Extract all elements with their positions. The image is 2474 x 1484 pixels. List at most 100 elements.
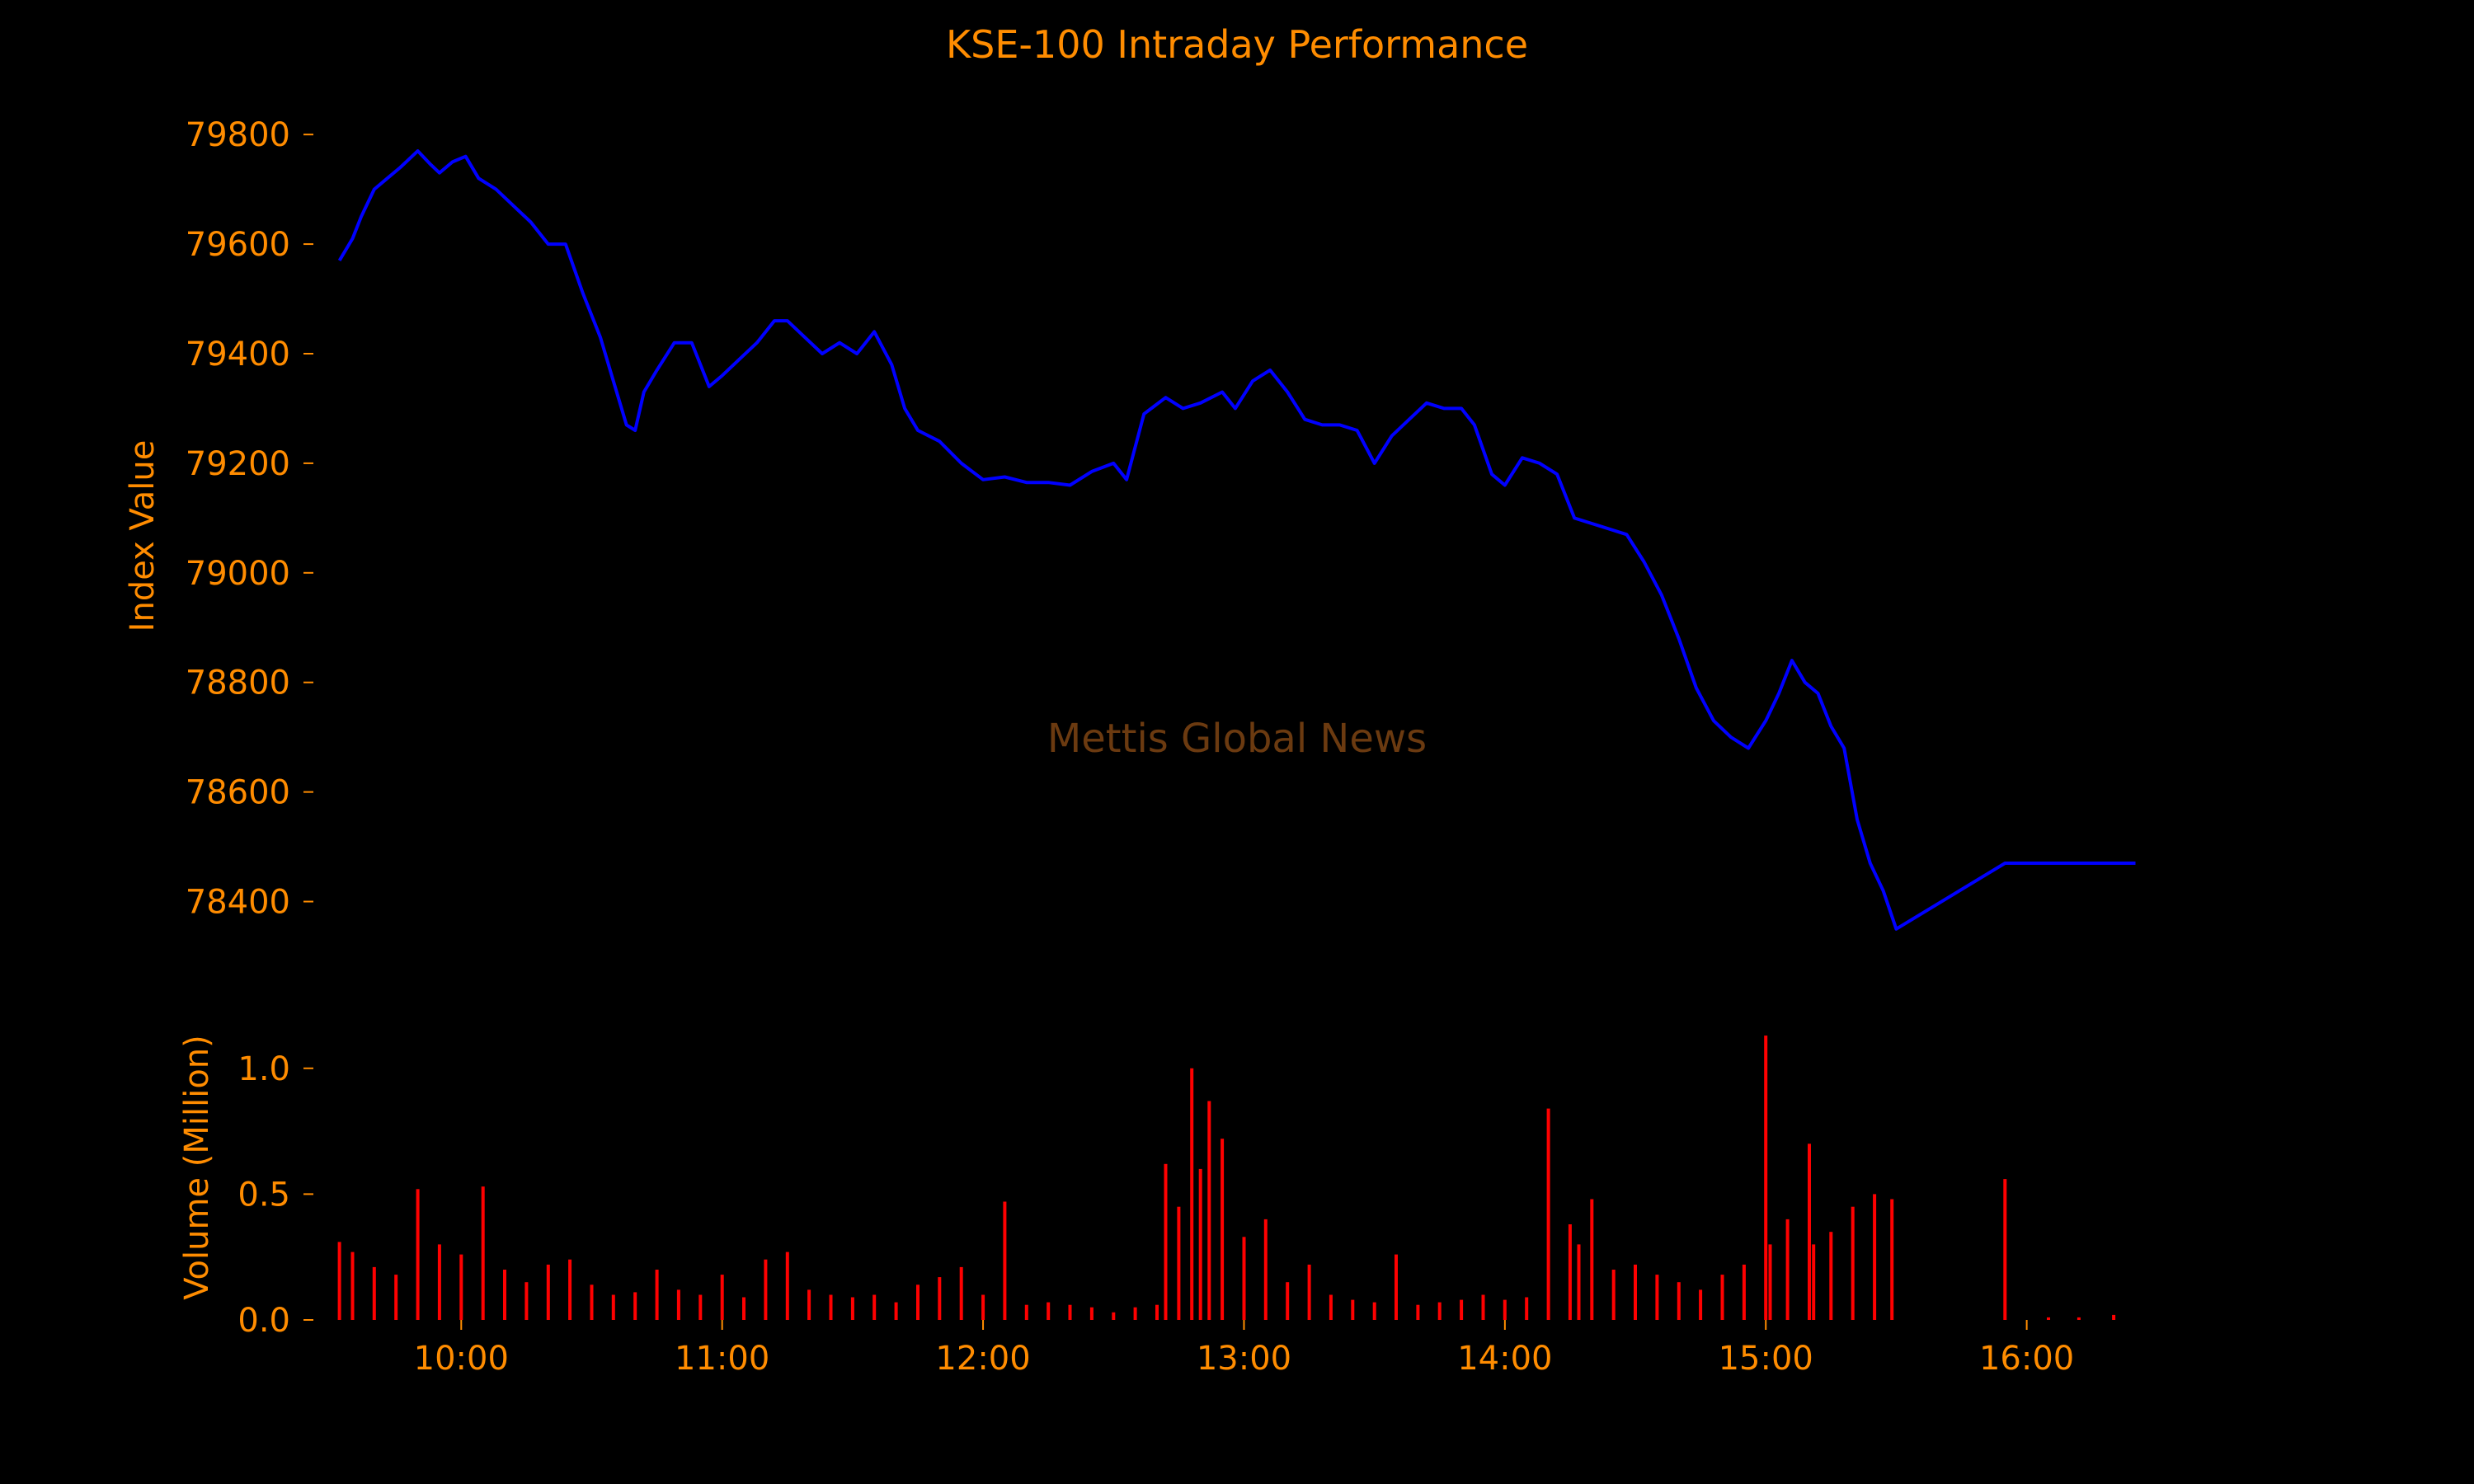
time-tick-label: 11:00	[675, 1340, 769, 1378]
volume-bar	[1742, 1264, 1746, 1320]
volume-bar	[1112, 1312, 1116, 1320]
volume-bar	[1546, 1108, 1550, 1320]
volume-bar	[1068, 1304, 1072, 1320]
time-tick-label: 15:00	[1719, 1340, 1813, 1378]
volume-bar	[2047, 1317, 2050, 1320]
volume-bar	[481, 1186, 485, 1320]
time-tick-label: 10:00	[414, 1340, 509, 1378]
volume-bar	[1873, 1194, 1877, 1320]
volume-bar	[1416, 1304, 1420, 1320]
volume-bar	[1047, 1302, 1051, 1320]
volume-bar	[1089, 1307, 1094, 1320]
volume-bar	[611, 1294, 615, 1320]
volume-bar	[785, 1252, 789, 1320]
index-line	[337, 149, 2136, 931]
price-tick-label: 78800	[186, 665, 290, 702]
volume-bar	[1785, 1219, 1790, 1320]
volume-bar	[829, 1294, 833, 1320]
volume-bar	[764, 1259, 768, 1320]
price-tick-label: 79400	[186, 336, 290, 373]
chart-title: KSE-100 Intraday Performance	[946, 22, 1528, 67]
volume-bar	[1577, 1244, 1581, 1320]
price-tick-label: 79600	[186, 226, 290, 264]
volume-bar	[1372, 1302, 1376, 1320]
price-tick-label: 78600	[186, 774, 290, 812]
volume-bar	[1812, 1244, 1816, 1320]
volume-bar	[1437, 1302, 1442, 1320]
volume-bar	[1634, 1264, 1637, 1320]
volume-bar	[1207, 1101, 1211, 1320]
time-tick-label: 14:00	[1457, 1340, 1552, 1378]
volume-bar	[1829, 1232, 1833, 1320]
time-tick-label: 13:00	[1197, 1340, 1291, 1378]
volume-bar	[1395, 1254, 1398, 1320]
volume-bar	[1851, 1206, 1855, 1320]
volume-bar	[850, 1297, 854, 1320]
volume-panel: 0.0 0.5 1.0	[238, 1036, 2116, 1340]
volume-bar	[1503, 1299, 1507, 1320]
volume-bar	[1699, 1289, 1703, 1320]
volume-bar	[872, 1294, 877, 1320]
volume-bar	[1808, 1144, 1811, 1320]
volume-bar	[1720, 1275, 1724, 1320]
volume-bar	[2112, 1314, 2116, 1320]
volume-tick-label: 0.0	[238, 1302, 290, 1340]
price-panel: 78400 78600 78800 79000 79200 79400 79600 79800	[186, 116, 2136, 931]
volume-axis-title: Volume (Million)	[178, 1035, 216, 1299]
volume-bar	[981, 1294, 985, 1320]
volume-bar	[1764, 1036, 1768, 1320]
volume-bar	[894, 1302, 898, 1320]
volume-bar	[372, 1266, 376, 1320]
volume-bar	[1307, 1264, 1311, 1320]
volume-bar	[350, 1252, 355, 1320]
volume-bar	[1164, 1163, 1168, 1320]
volume-bar	[1890, 1199, 1894, 1320]
volume-bar	[742, 1297, 745, 1320]
volume-bar	[1611, 1270, 1616, 1320]
volume-bar	[1003, 1201, 1007, 1320]
volume-bar	[1655, 1275, 1659, 1320]
volume-bar	[568, 1259, 572, 1320]
volume-bar	[1024, 1304, 1028, 1320]
volume-bar	[416, 1189, 420, 1320]
volume-bar	[437, 1244, 441, 1320]
volume-bar	[1242, 1237, 1246, 1320]
volume-bar	[698, 1294, 703, 1320]
time-tick-label: 16:00	[1979, 1340, 2074, 1378]
volume-bar	[503, 1270, 506, 1320]
volume-bar	[1198, 1168, 1202, 1320]
watermark-text: Mettis Global News	[1047, 716, 1427, 762]
volume-bar	[1768, 1244, 1772, 1320]
volume-bar	[1329, 1294, 1333, 1320]
volume-bar	[938, 1277, 942, 1320]
volume-bar	[1286, 1282, 1290, 1320]
time-axis: 10:00 11:00 12:00 13:00 14:00 15:00 16:00	[414, 1320, 2074, 1378]
volume-bar	[1177, 1206, 1181, 1320]
volume-bar	[1263, 1219, 1268, 1320]
volume-bar	[655, 1270, 659, 1320]
time-tick-label: 12:00	[935, 1340, 1030, 1378]
volume-bar	[1481, 1294, 1485, 1320]
volume-bar	[1590, 1199, 1594, 1320]
volume-bar	[676, 1289, 680, 1320]
volume-bar	[590, 1284, 594, 1320]
price-tick-label: 79800	[186, 116, 290, 154]
volume-bar	[1190, 1068, 1194, 1320]
volume-bar	[546, 1264, 550, 1320]
volume-bar	[916, 1284, 920, 1320]
volume-tick-label: 0.5	[238, 1176, 290, 1214]
price-tick-label: 78400	[186, 884, 290, 922]
volume-bar	[1351, 1299, 1355, 1320]
volume-bar	[337, 1242, 341, 1320]
volume-bar	[1221, 1139, 1225, 1320]
volume-bar	[633, 1292, 637, 1320]
volume-bar	[2003, 1179, 2007, 1320]
volume-bar	[2077, 1317, 2081, 1320]
volume-bar	[459, 1254, 463, 1320]
volume-bar	[394, 1275, 398, 1320]
volume-bar	[1677, 1282, 1681, 1320]
volume-bar	[720, 1275, 724, 1320]
volume-bar	[1460, 1299, 1464, 1320]
